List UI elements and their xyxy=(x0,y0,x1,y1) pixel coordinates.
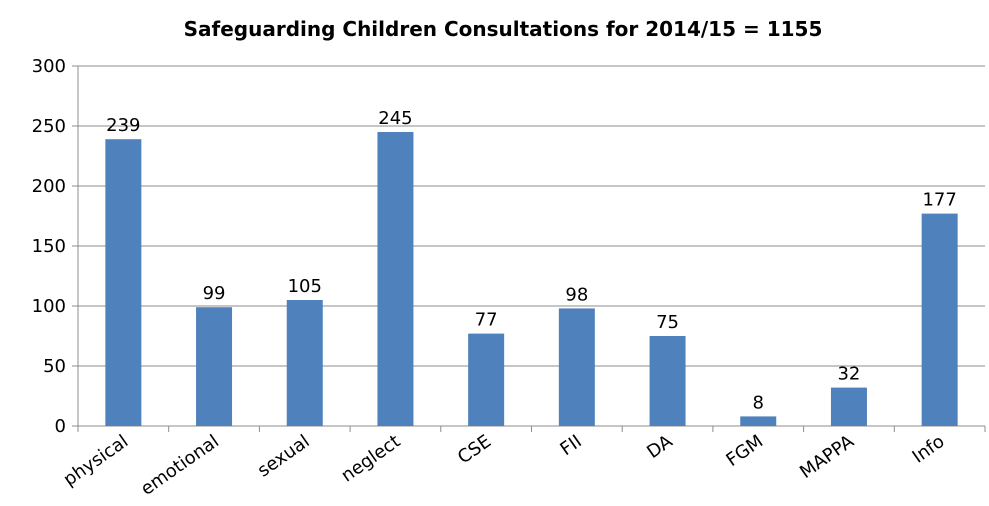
data-labels: 239 99 105 245 77 98 75 8 32 177 xyxy=(106,108,957,413)
data-label-emotional: 99 xyxy=(203,283,226,304)
x-tick-label-neglect: neglect xyxy=(337,431,404,487)
data-label-physical: 239 xyxy=(106,115,140,136)
data-label-da: 75 xyxy=(656,312,679,333)
y-tick-label: 300 xyxy=(32,56,66,77)
y-tick-label: 100 xyxy=(32,296,66,317)
y-tick-label: 250 xyxy=(32,116,66,137)
x-tick-label-sexual: sexual xyxy=(254,431,314,482)
bar-cse xyxy=(468,333,505,426)
y-axis: 0 50 100 150 200 250 300 xyxy=(32,56,66,437)
data-label-neglect: 245 xyxy=(378,108,412,129)
bar-physical xyxy=(105,139,142,426)
bar-da xyxy=(649,336,686,426)
x-tick-label-mappa: MAPPA xyxy=(796,431,858,483)
y-tick-label: 200 xyxy=(32,176,66,197)
y-tick-label: 0 xyxy=(55,416,66,437)
data-label-info: 177 xyxy=(922,190,956,211)
bar-mappa xyxy=(830,387,867,426)
bars xyxy=(105,132,958,426)
data-label-sexual: 105 xyxy=(288,276,322,297)
y-tick-label: 50 xyxy=(43,356,66,377)
data-label-fgm: 8 xyxy=(753,392,764,413)
data-label-fii: 98 xyxy=(565,284,588,305)
x-tick-label-physical: physical xyxy=(60,431,132,491)
x-tick-label-fii: FII xyxy=(556,431,585,460)
bar-sexual xyxy=(286,300,323,426)
x-tick-label-emotional: emotional xyxy=(137,431,223,500)
y-tick-label: 150 xyxy=(32,236,66,257)
x-tick-label-fgm: FGM xyxy=(722,431,767,471)
bar-info xyxy=(921,213,958,426)
data-label-mappa: 32 xyxy=(837,364,860,385)
x-tick-label-cse: CSE xyxy=(454,431,495,468)
bar-neglect xyxy=(377,132,414,426)
bar-emotional xyxy=(196,307,233,426)
bar-fii xyxy=(558,308,595,426)
x-tick-label-info: Info xyxy=(909,431,949,468)
x-tick-label-da: DA xyxy=(643,431,677,463)
x-axis: physical emotional sexual neglect CSE FII DA FG… xyxy=(60,426,986,500)
data-label-cse: 77 xyxy=(475,310,498,331)
bar-fgm xyxy=(740,416,777,426)
chart-title: Safeguarding Children Consultations for … xyxy=(184,17,823,41)
